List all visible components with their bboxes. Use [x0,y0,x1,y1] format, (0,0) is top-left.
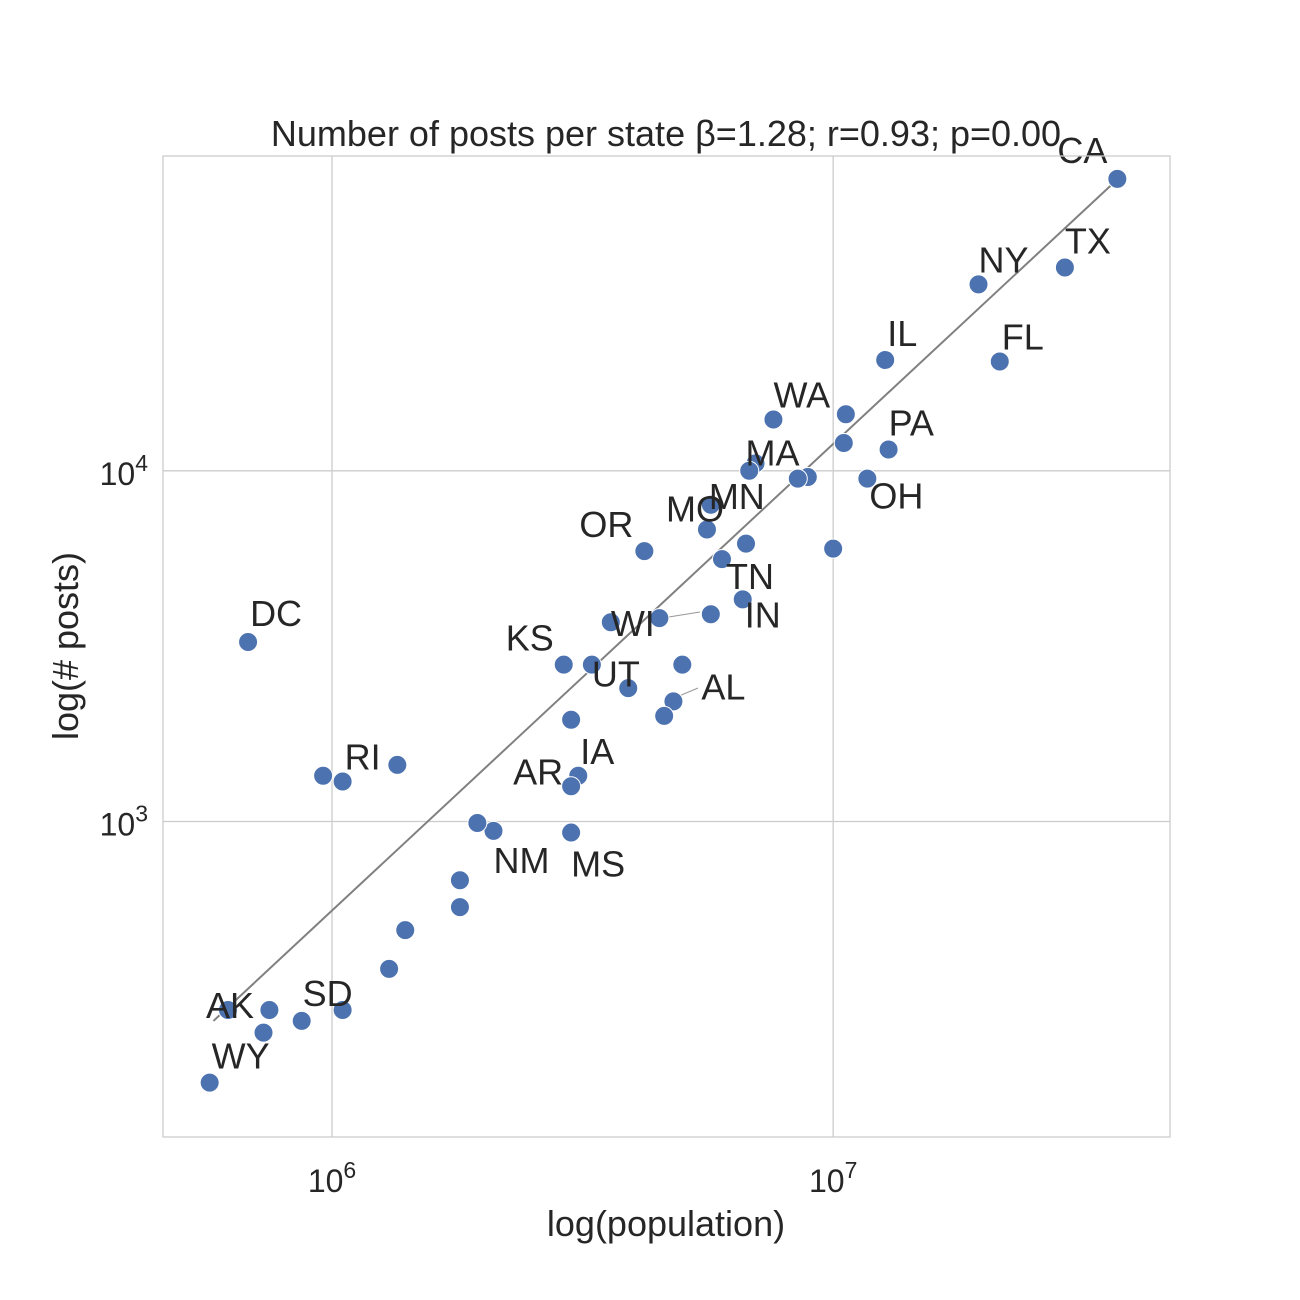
point-label: AK [206,985,254,1026]
y-tick-label: 103 [100,800,148,842]
point-label: CA [1057,130,1107,171]
point-label: NY [979,239,1029,280]
point-label: UT [592,654,640,695]
data-point [467,813,488,834]
data-point [732,589,753,610]
point-label: FL [1002,316,1044,357]
point-label: WY [212,1036,270,1077]
data-point [763,409,784,430]
point-label: TN [726,556,774,597]
point-label: TX [1065,220,1111,261]
data-point [217,1000,238,1021]
data-point [823,538,844,559]
point-label: AR [513,751,563,792]
x-tick-label: 107 [809,1157,857,1199]
data-point [1054,257,1075,278]
point-label: MN [709,476,765,517]
data-point [259,1000,280,1021]
data-point [561,776,582,797]
data-point [238,631,259,652]
data-point [787,468,808,489]
data-point [649,608,670,629]
data-point [387,754,408,775]
fit-line [212,178,1119,1022]
tick-labels: 106 107 103 104 [100,450,858,1199]
point-label: KS [506,618,554,659]
data-point [857,468,878,489]
fit-line-layer [212,178,1119,1022]
data-point [449,897,470,918]
y-axis-label: log(# posts) [45,552,86,740]
point-label: RI [345,737,381,778]
data-point [835,404,856,425]
data-point [291,1010,312,1031]
point-label: MS [571,844,625,885]
grid-lines [163,156,1170,1137]
point-label: OR [579,504,633,545]
point-label: MA [746,432,800,473]
data-point [581,654,602,675]
data-point [618,678,639,699]
data-point [672,654,693,675]
data-point [696,519,717,540]
point-label: WA [773,375,830,416]
point-label: WI [611,603,655,644]
point-label: IL [887,313,917,354]
chart-title: Number of posts per state β=1.28; r=0.93… [271,113,1061,154]
data-point [989,351,1010,372]
data-point [739,460,760,481]
data-point [332,1000,353,1021]
y-tick-label: 104 [100,450,149,492]
data-point [663,691,684,712]
data-point [736,533,757,554]
data-point [600,612,621,633]
data-point [711,549,732,570]
data-point [968,274,989,295]
data-point [561,709,582,730]
data-point [449,870,470,891]
point-label: IA [580,731,614,772]
data-point [654,705,675,726]
data-point [483,820,504,841]
point-label: IN [745,594,781,635]
point-label: NM [493,840,549,881]
data-point [332,771,353,792]
data-point [253,1022,274,1043]
data-point [833,433,854,454]
point-label: OH [869,476,923,517]
plot-frame [162,155,1171,1138]
data-point [553,654,574,675]
point-label: PA [889,403,934,444]
data-point [634,541,655,562]
data-point [313,765,334,786]
data-point [199,1072,220,1093]
data-point [700,494,721,515]
data-point [878,439,899,460]
data-point [700,604,721,625]
data-point [875,349,896,370]
point-label: SD [303,973,353,1014]
data-points [199,168,1128,1093]
data-point [379,958,400,979]
point-label: AL [701,666,745,707]
x-tick-label: 106 [308,1157,356,1199]
data-point [1107,168,1128,189]
point-label: DC [250,593,302,634]
x-axis-label: log(population) [547,1203,785,1244]
point-label: MO [666,489,724,530]
data-point [395,920,416,941]
data-point [561,822,582,843]
